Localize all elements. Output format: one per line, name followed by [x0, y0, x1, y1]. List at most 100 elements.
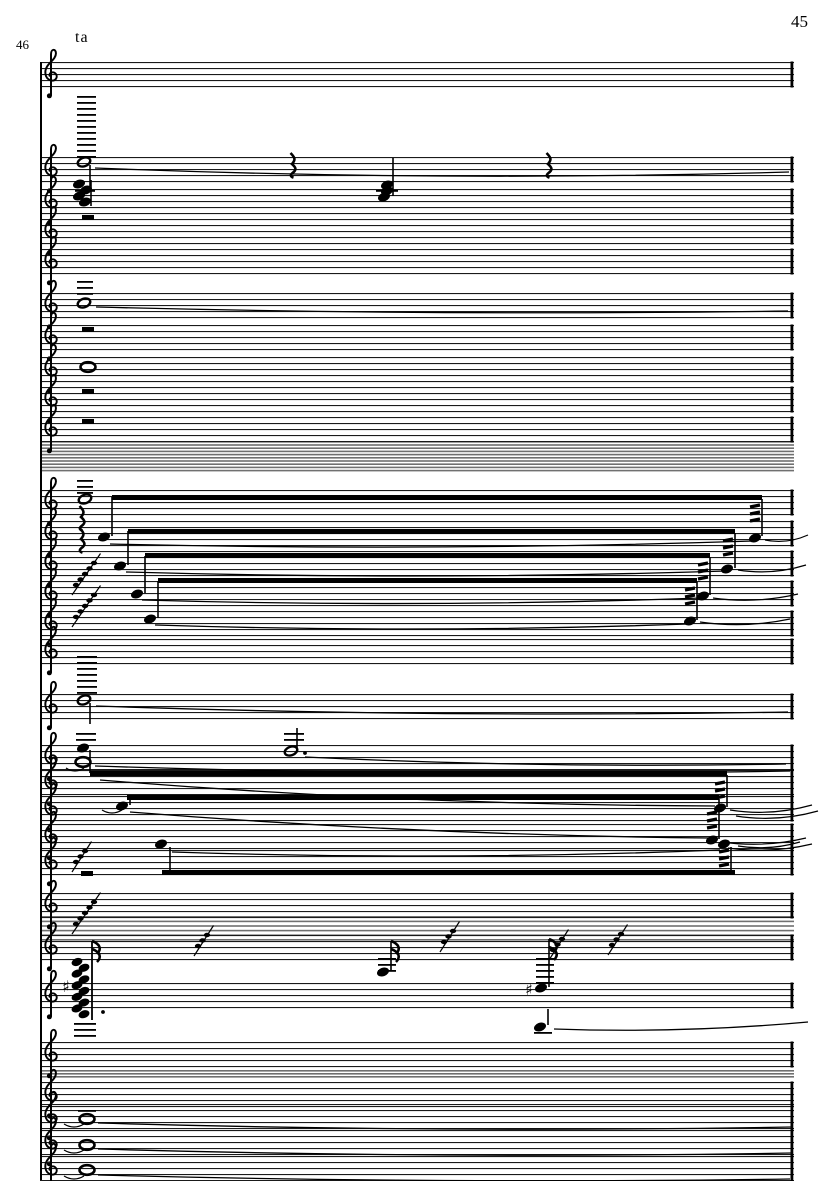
- tie: [63, 1123, 85, 1128]
- staff-line: [40, 514, 794, 516]
- staff-line: [40, 842, 794, 844]
- tremolo-mark: [718, 855, 730, 861]
- ledger-line: [77, 126, 96, 128]
- notehead-filled: [533, 1022, 547, 1032]
- staff-line: [40, 947, 794, 949]
- gray-staff-band: [40, 453, 794, 456]
- final-barline: [790, 744, 794, 771]
- staff-line: [40, 911, 794, 913]
- staff-line: [40, 1104, 794, 1106]
- stem: [547, 1009, 549, 1025]
- staff-line: [40, 273, 794, 275]
- ledger-line: [74, 1023, 96, 1025]
- ledger-line: [77, 96, 96, 98]
- staff-line: [40, 635, 794, 637]
- notehead-filled: [143, 614, 157, 624]
- ledger-line: [77, 492, 93, 494]
- tie: [727, 843, 813, 851]
- tremolo-mark: [718, 862, 730, 868]
- final-barline: [790, 1103, 794, 1130]
- stem: [89, 165, 91, 186]
- notehead-filled: [115, 801, 129, 811]
- stem: [91, 941, 93, 1020]
- stem: [718, 799, 720, 839]
- staff-line: [40, 763, 794, 765]
- staff-line: [40, 808, 794, 810]
- slur: [97, 1174, 791, 1181]
- final-barline: [790, 1129, 794, 1156]
- staff-line: [40, 163, 794, 165]
- ledger-line: [77, 114, 96, 116]
- stem: [89, 750, 91, 773]
- notehead-filled: [78, 197, 92, 207]
- final-barline: [790, 292, 794, 319]
- stem: [709, 557, 711, 595]
- slur: [95, 705, 789, 715]
- staff-line: [40, 953, 794, 955]
- notehead-whole: [78, 1112, 96, 1126]
- grace-slash: [439, 921, 461, 953]
- stem: [90, 180, 92, 206]
- page-number: 45: [791, 12, 808, 31]
- system-barline: [40, 62, 42, 1180]
- tie: [712, 593, 799, 601]
- notehead-filled: [376, 967, 390, 977]
- staff-line: [40, 508, 794, 510]
- tremolo-mark: [706, 810, 718, 816]
- staff-line: [40, 435, 794, 437]
- staff-line: [40, 1060, 794, 1062]
- final-barline: [790, 769, 794, 796]
- final-barline: [790, 795, 794, 822]
- ledger-line: [77, 480, 93, 482]
- staff-line: [40, 824, 794, 826]
- staff-line: [40, 983, 794, 985]
- stem: [696, 582, 698, 620]
- staff-line: [40, 769, 794, 771]
- tie: [721, 837, 807, 845]
- staff-line: [40, 917, 794, 919]
- final-barline: [790, 982, 794, 1009]
- ledger-line: [77, 680, 97, 682]
- ledger-line: [77, 486, 93, 488]
- staff-line: [40, 745, 794, 747]
- final-barline: [790, 188, 794, 215]
- final-barline: [790, 849, 794, 876]
- staff-line: [40, 814, 794, 816]
- slur: [97, 1122, 793, 1130]
- ledger-line: [378, 958, 396, 960]
- staff-line: [40, 1156, 794, 1158]
- notehead-filled: [97, 532, 111, 542]
- final-barline: [790, 520, 794, 547]
- grace-slash: [71, 892, 101, 935]
- gray-staff-band: [40, 916, 794, 918]
- staff-line: [40, 751, 794, 753]
- staff-line: [40, 86, 794, 88]
- staff-line: [40, 267, 794, 269]
- staff-line: [40, 1042, 794, 1044]
- ledger-line: [77, 287, 93, 289]
- staff-line: [40, 249, 794, 251]
- quarter-rest-icon: [545, 151, 553, 179]
- final-barline: [790, 416, 794, 443]
- notehead-filled: [748, 533, 762, 543]
- staff-line: [40, 623, 794, 625]
- beam: [127, 795, 719, 800]
- staff-line: [40, 521, 794, 523]
- ledger-line: [74, 1035, 96, 1037]
- ledger-line: [77, 692, 97, 694]
- notehead-filled: [713, 803, 727, 813]
- staff-line: [40, 694, 794, 696]
- ledger-line: [76, 739, 96, 741]
- staff-line: [40, 405, 794, 407]
- slur: [141, 597, 702, 605]
- tremolo-mark: [749, 517, 761, 523]
- final-barline: [790, 550, 794, 577]
- stem: [169, 847, 171, 871]
- gray-staff-band: [40, 1070, 794, 1072]
- notehead-half: [76, 156, 92, 168]
- staff-line: [40, 935, 794, 937]
- cluster-chord: [78, 1010, 90, 1019]
- staff-line: [40, 1054, 794, 1056]
- staff-line: [40, 331, 794, 333]
